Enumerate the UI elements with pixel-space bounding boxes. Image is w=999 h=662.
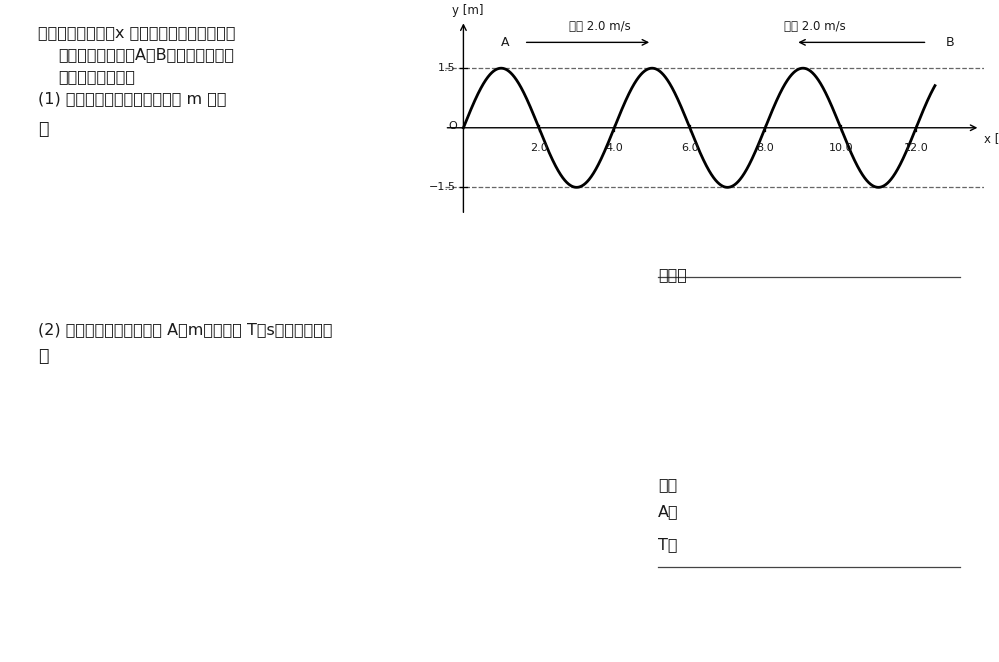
Text: 1.5: 1.5 bbox=[439, 63, 456, 73]
Text: y [m]: y [m] bbox=[453, 5, 484, 17]
Text: 式: 式 bbox=[38, 347, 48, 365]
Text: T：: T： bbox=[658, 537, 677, 552]
Text: 答え: 答え bbox=[658, 477, 677, 492]
Text: x [m]: x [m] bbox=[984, 132, 999, 146]
Text: (1) 隣りあう節と節の間隔は何 m か。: (1) 隣りあう節と節の間隔は何 m か。 bbox=[38, 91, 227, 106]
Text: 速さ 2.0 m/s: 速さ 2.0 m/s bbox=[569, 20, 630, 33]
Text: 12.0: 12.0 bbox=[904, 143, 928, 153]
Text: B: B bbox=[946, 36, 954, 49]
Text: 8.0: 8.0 bbox=[756, 143, 774, 153]
Text: 2.0: 2.0 bbox=[530, 143, 547, 153]
Text: 4.0: 4.0 bbox=[605, 143, 623, 153]
Text: 速さ 2.0 m/s: 速さ 2.0 m/s bbox=[784, 20, 846, 33]
Text: 式: 式 bbox=[38, 120, 48, 138]
Text: 定在波ができた。: 定在波ができた。 bbox=[58, 69, 135, 84]
Text: 速さで進む正弦波A，Bが重なりあい，: 速さで進む正弦波A，Bが重なりあい， bbox=[58, 47, 234, 62]
Text: O: O bbox=[448, 120, 457, 131]
Text: 6.0: 6.0 bbox=[681, 143, 698, 153]
Text: A：: A： bbox=[658, 504, 678, 519]
Text: A: A bbox=[501, 36, 509, 49]
Text: 答え：: 答え： bbox=[658, 267, 687, 282]
Text: (2) 腹の位置の振動の振幅 A＼m］と周期 T＼s］を求めよ。: (2) 腹の位置の振動の振幅 A＼m］と周期 T＼s］を求めよ。 bbox=[38, 322, 333, 337]
Text: 問２図のように，x 軸上を反対の向きに同じ: 問２図のように，x 軸上を反対の向きに同じ bbox=[38, 25, 236, 40]
Text: −1.5: −1.5 bbox=[429, 182, 456, 193]
Text: 10.0: 10.0 bbox=[828, 143, 853, 153]
